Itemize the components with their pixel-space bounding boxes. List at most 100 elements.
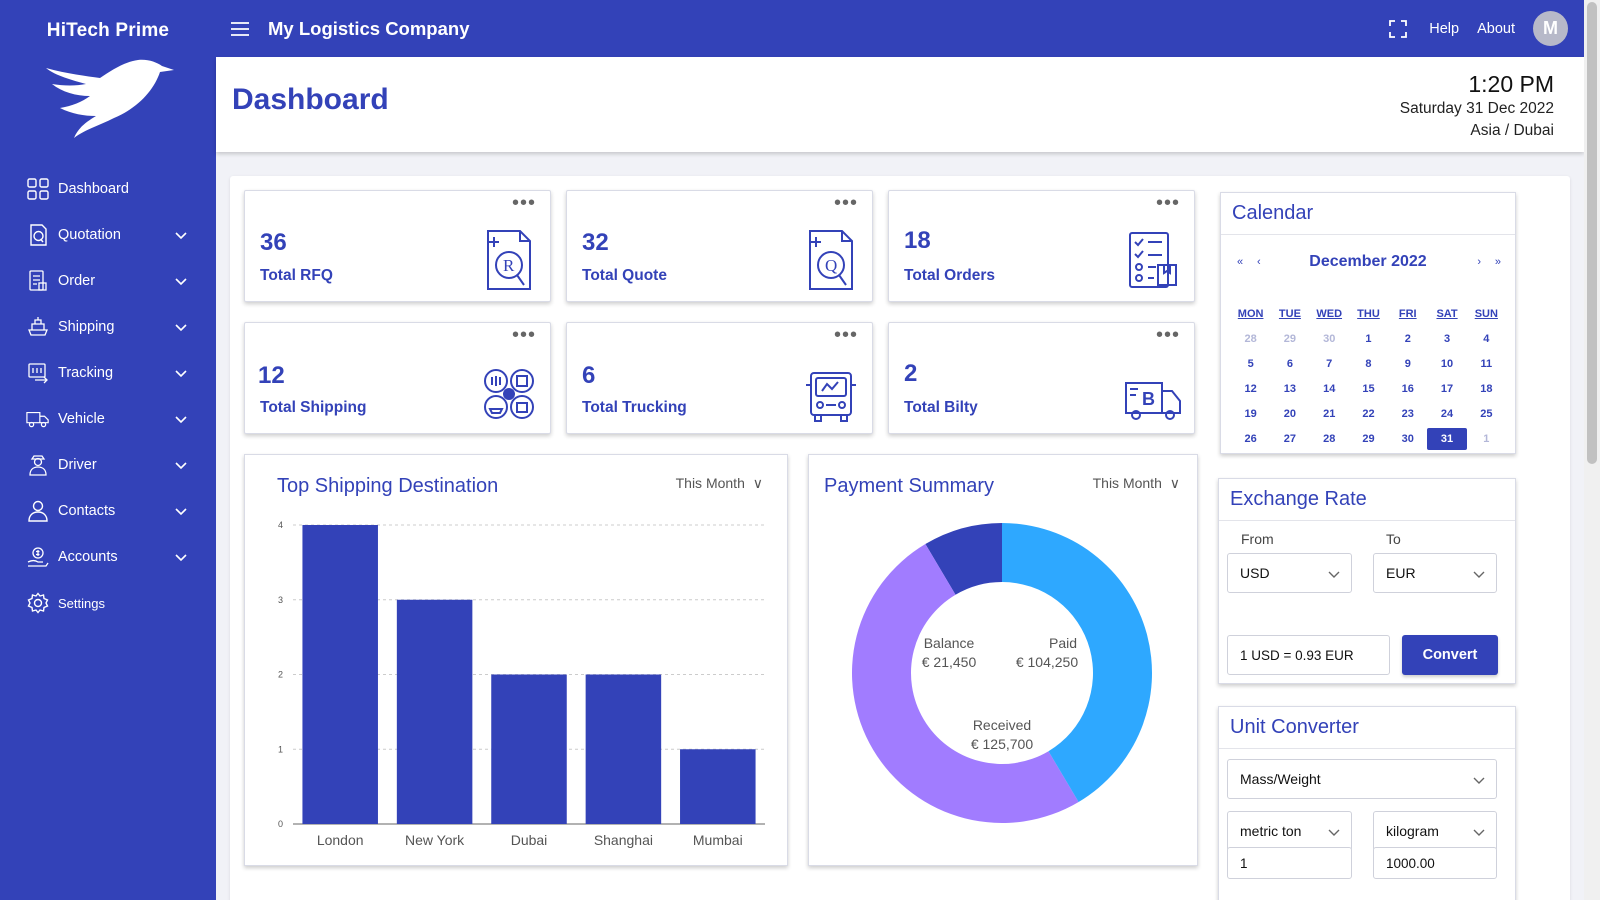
sidebar: HiTech Prime Dashboard Quotation Order S…: [0, 0, 216, 900]
calendar-day[interactable]: 7: [1326, 357, 1333, 370]
calendar-day[interactable]: 18: [1480, 382, 1493, 395]
avatar[interactable]: M: [1533, 11, 1568, 46]
stat-card-trucking[interactable]: ••• 6 Total Trucking: [566, 322, 873, 434]
calendar-day[interactable]: 30: [1323, 332, 1336, 345]
calendar-prev-button[interactable]: ‹: [1257, 256, 1261, 268]
calendar-day[interactable]: 30: [1401, 432, 1414, 445]
convert-button[interactable]: Convert: [1402, 635, 1498, 675]
sidebar-item-tracking[interactable]: Tracking: [0, 350, 216, 396]
calendar-day[interactable]: 31: [1427, 427, 1467, 450]
menu-icon[interactable]: [228, 17, 252, 41]
to-unit-select[interactable]: kilogram: [1373, 811, 1497, 851]
calendar-day[interactable]: 4: [1483, 332, 1490, 345]
calendar-day[interactable]: 29: [1362, 432, 1375, 445]
bar-new-york[interactable]: [396, 599, 473, 824]
to-unit-input[interactable]: [1373, 847, 1497, 879]
calendar-day[interactable]: 11: [1480, 357, 1493, 370]
sidebar-item-shipping[interactable]: Shipping: [0, 304, 216, 350]
calendar-day[interactable]: 1: [1483, 432, 1490, 445]
calendar-day[interactable]: 17: [1440, 382, 1454, 395]
exchange-result-input[interactable]: [1227, 635, 1390, 675]
page-scrollbar[interactable]: [1584, 0, 1600, 900]
calendar-day[interactable]: 21: [1323, 407, 1336, 420]
calendar-day[interactable]: 22: [1362, 407, 1375, 420]
calendar-day[interactable]: 2: [1404, 332, 1411, 345]
more-options-icon[interactable]: •••: [511, 324, 536, 346]
calendar-day[interactable]: 10: [1440, 357, 1454, 370]
stat-card-rfq[interactable]: ••• 36 Total RFQ R: [244, 190, 551, 302]
calendar-day[interactable]: 28: [1244, 332, 1257, 345]
calendar-next-button[interactable]: ›: [1477, 256, 1481, 268]
chevron-down-icon: [175, 462, 187, 470]
sidebar-item-contacts[interactable]: Contacts: [0, 488, 216, 534]
sidebar-item-accounts[interactable]: Accounts: [0, 534, 216, 580]
calendar-day[interactable]: 8: [1365, 357, 1372, 370]
stat-card-shipping[interactable]: ••• 12 Total Shipping: [244, 322, 551, 434]
calendar-weekday: WED: [1316, 307, 1343, 320]
calendar-day[interactable]: 20: [1283, 407, 1297, 420]
more-options-icon[interactable]: •••: [833, 324, 858, 346]
calendar-day[interactable]: 6: [1286, 357, 1293, 370]
calendar-day[interactable]: 23: [1401, 407, 1414, 420]
sidebar-item-order[interactable]: Order: [0, 258, 216, 304]
calendar-day[interactable]: 1: [1365, 332, 1372, 345]
slice-balance[interactable]: [925, 523, 1002, 595]
sidebar-item-settings[interactable]: Settings: [0, 580, 216, 626]
calendar-day[interactable]: 28: [1323, 432, 1336, 445]
stat-card-quote[interactable]: ••• 32 Total Quote Q: [566, 190, 873, 302]
top-shipping-period-select[interactable]: This Month ∨: [676, 475, 763, 492]
sidebar-item-vehicle[interactable]: Vehicle: [0, 396, 216, 442]
calendar-day[interactable]: 13: [1283, 382, 1297, 395]
fullscreen-icon[interactable]: [1389, 19, 1408, 38]
more-options-icon[interactable]: •••: [511, 192, 536, 214]
about-link[interactable]: About: [1477, 20, 1515, 37]
from-unit-input[interactable]: [1227, 847, 1352, 879]
calendar-widget: Calendar « ‹ December 2022 › » MON TUE WED…: [1220, 192, 1516, 454]
from-unit-select[interactable]: metric ton: [1227, 811, 1352, 851]
calendar-day[interactable]: 25: [1480, 407, 1493, 420]
slice-paid[interactable]: [1002, 523, 1152, 802]
calendar-day[interactable]: 9: [1404, 357, 1411, 370]
sidebar-item-label: Dashboard: [58, 181, 129, 197]
help-link[interactable]: Help: [1429, 20, 1460, 37]
calendar-day[interactable]: 29: [1283, 332, 1297, 345]
stat-label: Total Quote: [582, 267, 667, 284]
calendar-first-button[interactable]: «: [1237, 256, 1244, 268]
bar-dubai[interactable]: [491, 674, 567, 825]
stat-card-bilty[interactable]: ••• 2 Total Bilty B: [888, 322, 1195, 434]
sidebar-item-driver[interactable]: Driver: [0, 442, 216, 488]
slice-received[interactable]: [852, 544, 1079, 823]
sidebar-item-label: Order: [58, 273, 96, 289]
calendar-day[interactable]: 16: [1401, 382, 1414, 395]
more-options-icon[interactable]: •••: [1155, 324, 1180, 346]
unit-category-select[interactable]: Mass/Weight: [1227, 759, 1497, 799]
calendar-day[interactable]: 15: [1362, 382, 1375, 395]
received-value: € 125,700: [971, 736, 1033, 752]
calendar-last-button[interactable]: »: [1494, 256, 1501, 268]
calendar-title: Calendar: [1221, 193, 1515, 235]
more-options-icon[interactable]: •••: [1155, 192, 1180, 214]
paid-label: Paid: [1049, 635, 1077, 651]
sidebar-item-dashboard[interactable]: Dashboard: [0, 166, 216, 212]
calendar-day[interactable]: 5: [1247, 357, 1254, 370]
scrollbar-thumb[interactable]: [1587, 2, 1597, 464]
bar-london[interactable]: [302, 525, 378, 824]
payment-period-select[interactable]: This Month ∨: [1093, 475, 1180, 492]
calendar-day[interactable]: 14: [1323, 382, 1336, 395]
calendar-day[interactable]: 19: [1244, 407, 1257, 420]
bird-logo-icon: [46, 59, 174, 139]
bar-shanghai[interactable]: [585, 674, 662, 825]
paid-value: € 104,250: [1016, 654, 1078, 670]
bar-mumbai[interactable]: [680, 749, 756, 824]
calendar-day[interactable]: 3: [1443, 332, 1451, 345]
stat-card-orders[interactable]: ••• 18 Total Orders: [888, 190, 1195, 302]
to-currency-select[interactable]: EUR: [1373, 553, 1497, 593]
sidebar-item-quotation[interactable]: Quotation: [0, 212, 216, 258]
calendar-day[interactable]: 27: [1283, 432, 1297, 445]
calendar-day[interactable]: 26: [1244, 432, 1257, 445]
payment-summary-title: Payment Summary: [824, 475, 995, 497]
calendar-day[interactable]: 24: [1440, 407, 1454, 420]
more-options-icon[interactable]: •••: [833, 192, 858, 214]
calendar-day[interactable]: 12: [1244, 382, 1257, 395]
from-currency-select[interactable]: USD: [1227, 553, 1352, 593]
